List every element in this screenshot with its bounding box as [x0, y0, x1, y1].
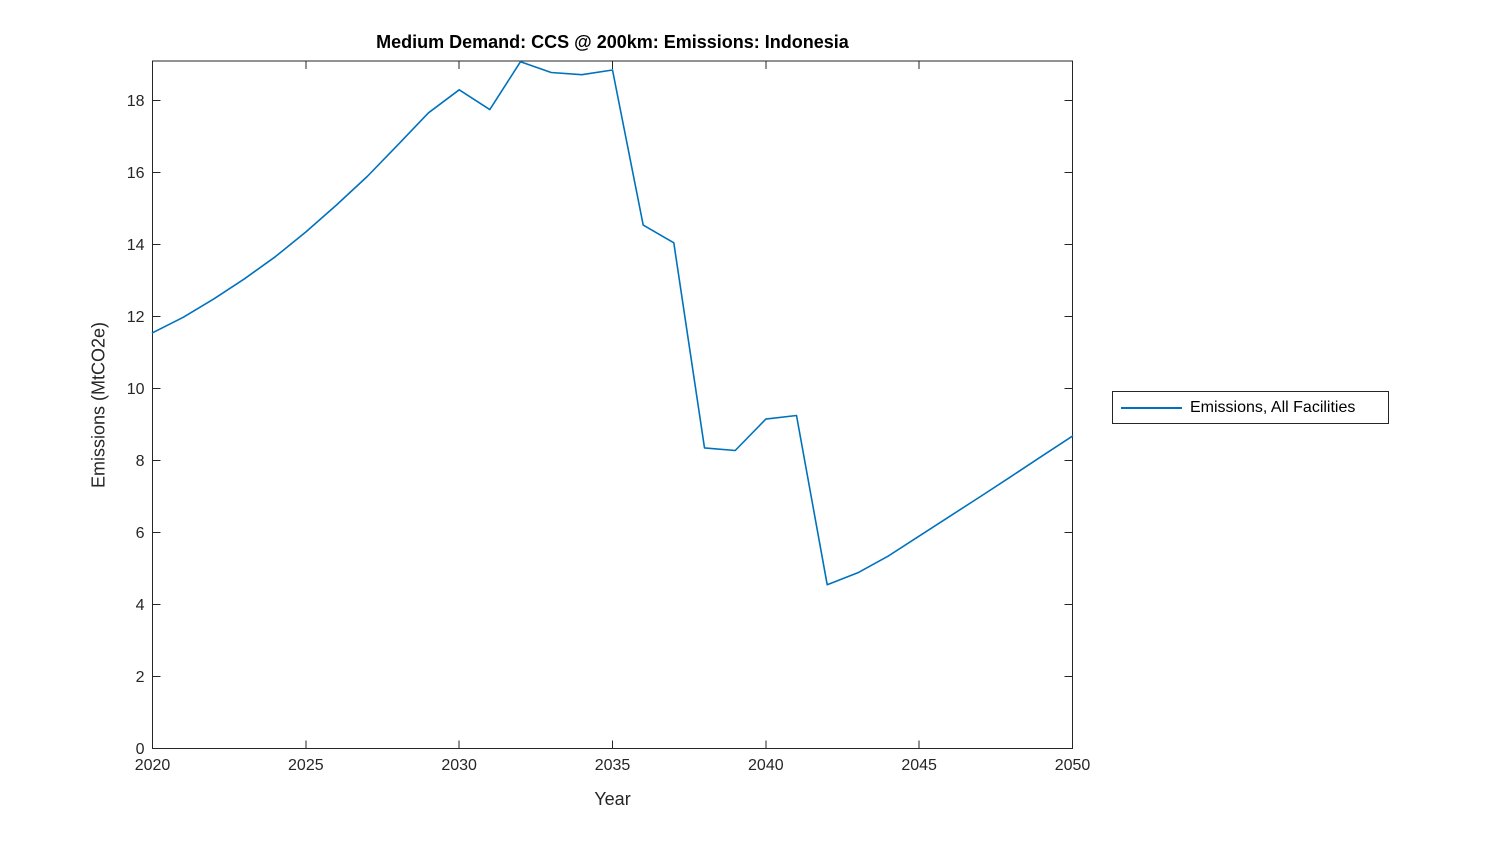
x-axis-label: Year: [594, 789, 631, 809]
y-tick-label: 18: [127, 93, 145, 110]
x-tick-label: 2045: [901, 757, 937, 774]
legend-entry-label: Emissions, All Facilities: [1190, 398, 1356, 416]
x-tick-label: 2035: [595, 757, 631, 774]
legend-line-sample-icon: [1121, 406, 1182, 409]
y-tick-label: 2: [136, 669, 145, 686]
y-tick-label: 10: [127, 381, 145, 398]
y-tick-label: 6: [136, 525, 145, 542]
y-axis-label: Emissions (MtCO2e): [88, 321, 109, 489]
legend-box: Emissions, All Facilities: [1112, 391, 1389, 424]
x-tick-label: 2050: [1055, 757, 1091, 774]
axes-box: [152, 60, 1073, 749]
y-tick-label: 12: [127, 309, 145, 326]
y-tick-label: 8: [136, 453, 145, 470]
x-tick-label: 2030: [441, 757, 477, 774]
x-tick-label: 2025: [288, 757, 324, 774]
y-tick-label: 16: [127, 165, 145, 182]
x-tick-label: 2040: [748, 757, 784, 774]
emissions-line: [151, 60, 1074, 586]
x-tick-label: 2020: [135, 757, 171, 774]
y-tick-label: 0: [136, 741, 145, 758]
y-tick-label: 4: [136, 597, 145, 614]
chart-title: Medium Demand: CCS @ 200km: Emissions: I…: [376, 32, 849, 52]
y-tick-label: 14: [127, 237, 145, 254]
